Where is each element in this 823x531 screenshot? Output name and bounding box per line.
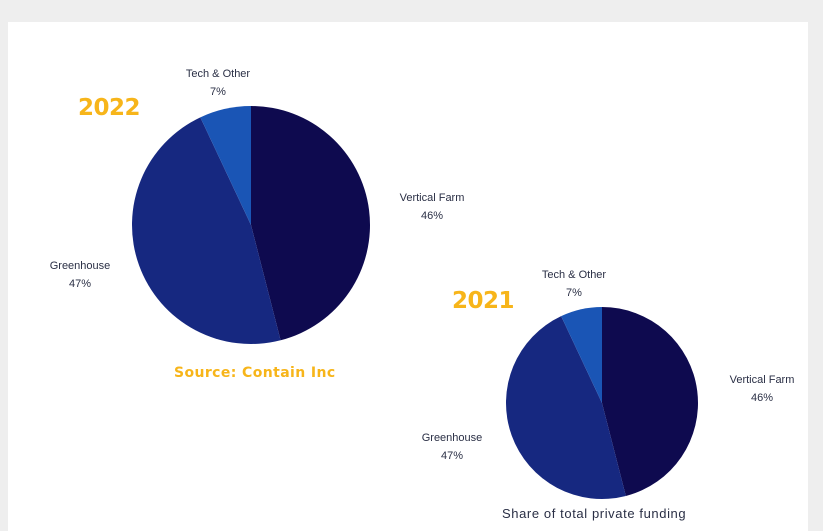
pie-2021-slice-tech-other (561, 307, 602, 403)
pie-2022-label-vertical-farm-value: 46% (420, 210, 444, 222)
pie-2022-title: 2022 (78, 95, 141, 121)
pie-2021-label-greenhouse-name: Greenhouse (421, 432, 483, 444)
pie-2022-label-greenhouse: Greenhouse 47% (30, 257, 130, 293)
pie-2021-label-vertical-farm-name: Vertical Farm (729, 374, 795, 386)
pie-2022-label-greenhouse-value: 47% (68, 278, 92, 290)
pie-2021-label-tech-other: Tech & Other 7% (524, 266, 624, 302)
pie-2022-label-tech-other: Tech & Other 7% (168, 65, 268, 101)
source-note: Source: Contain Inc (174, 365, 336, 381)
pie-2021-slice-greenhouse (505, 316, 626, 499)
pie-2022-label-vertical-farm-name: Vertical Farm (399, 192, 465, 204)
pie-2021-label-vertical-farm-value: 46% (750, 392, 774, 404)
pie-2021-title: 2021 (452, 288, 515, 314)
pie-2022-slice-greenhouse (131, 117, 281, 345)
pie-2021-label-greenhouse: Greenhouse 47% (402, 429, 502, 465)
pie-chart-2022 (131, 106, 371, 345)
pie-2021-label-tech-other-name: Tech & Other (541, 269, 607, 281)
pie-2022-label-tech-other-name: Tech & Other (185, 68, 251, 80)
pie-2022-label-tech-other-value: 7% (210, 86, 226, 98)
pie-2022-slice-vertical-farm (251, 106, 371, 341)
pie-2021-label-greenhouse-value: 47% (440, 450, 464, 462)
pie-2021-label-tech-other-value: 7% (566, 287, 582, 299)
pie-2021-slice-vertical-farm (602, 307, 698, 496)
pie-2022-label-greenhouse-name: Greenhouse (49, 260, 111, 272)
chart-caption: Share of total private funding (502, 506, 687, 521)
pie-2021-label-vertical-farm: Vertical Farm 46% (712, 371, 812, 407)
pie-2022-label-vertical-farm: Vertical Farm 46% (382, 189, 482, 225)
pie-2022-slice-tech-other (200, 106, 251, 225)
pie-chart-2021 (505, 307, 698, 499)
